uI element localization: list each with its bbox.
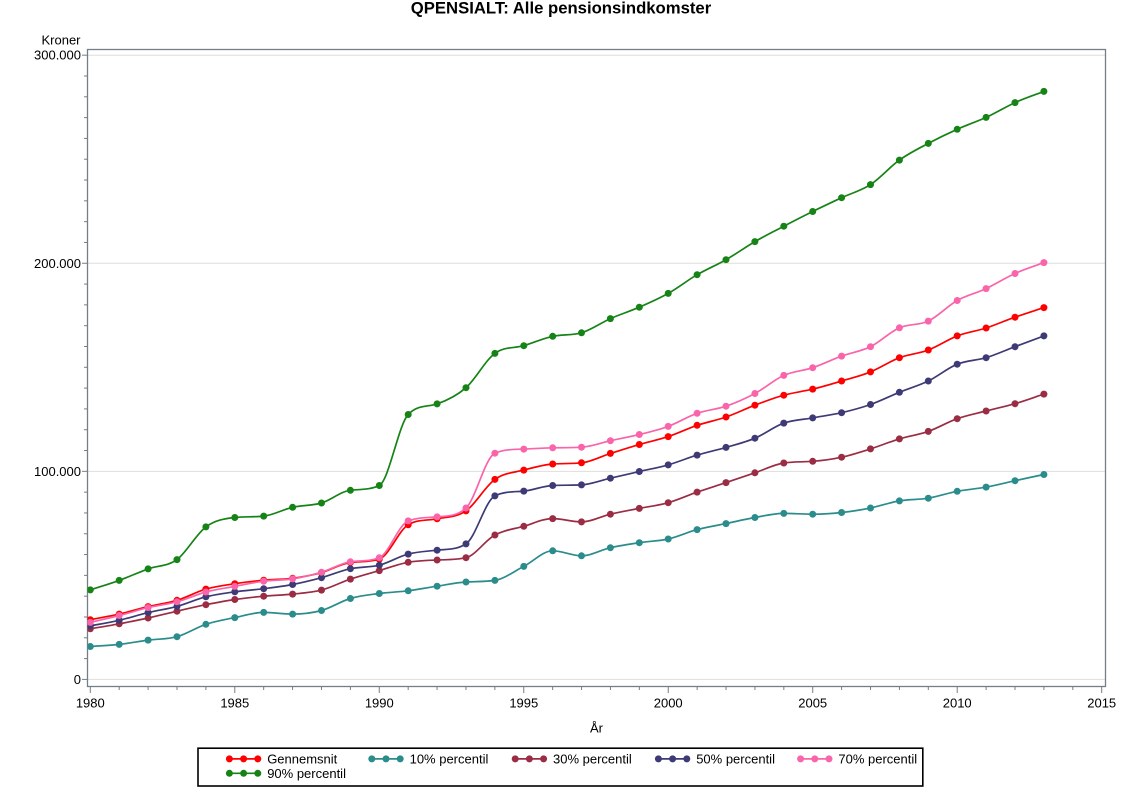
svg-text:30% percentil: 30% percentil: [553, 752, 632, 767]
svg-text:50% percentil: 50% percentil: [696, 752, 775, 767]
svg-text:10% percentil: 10% percentil: [410, 752, 489, 767]
svg-text:90% percentil: 90% percentil: [267, 766, 346, 781]
svg-text:2010: 2010: [943, 696, 972, 711]
svg-text:1980: 1980: [76, 696, 105, 711]
svg-text:100.000: 100.000: [34, 464, 81, 479]
svg-text:1990: 1990: [365, 696, 394, 711]
svg-text:2015: 2015: [1087, 696, 1116, 711]
svg-text:2005: 2005: [798, 696, 827, 711]
svg-text:70% percentil: 70% percentil: [838, 752, 917, 767]
svg-text:Gennemsnit: Gennemsnit: [267, 752, 337, 767]
svg-text:År: År: [590, 721, 604, 736]
svg-text:300.000: 300.000: [34, 48, 81, 63]
svg-text:Kroner: Kroner: [41, 33, 81, 48]
svg-text:200.000: 200.000: [34, 256, 81, 271]
svg-text:0: 0: [74, 672, 81, 687]
svg-text:QPENSIALT: Alle pensionsindkom: QPENSIALT: Alle pensionsindkomster: [411, 0, 712, 17]
svg-text:1995: 1995: [509, 696, 538, 711]
svg-text:2000: 2000: [654, 696, 683, 711]
svg-text:1985: 1985: [220, 696, 249, 711]
